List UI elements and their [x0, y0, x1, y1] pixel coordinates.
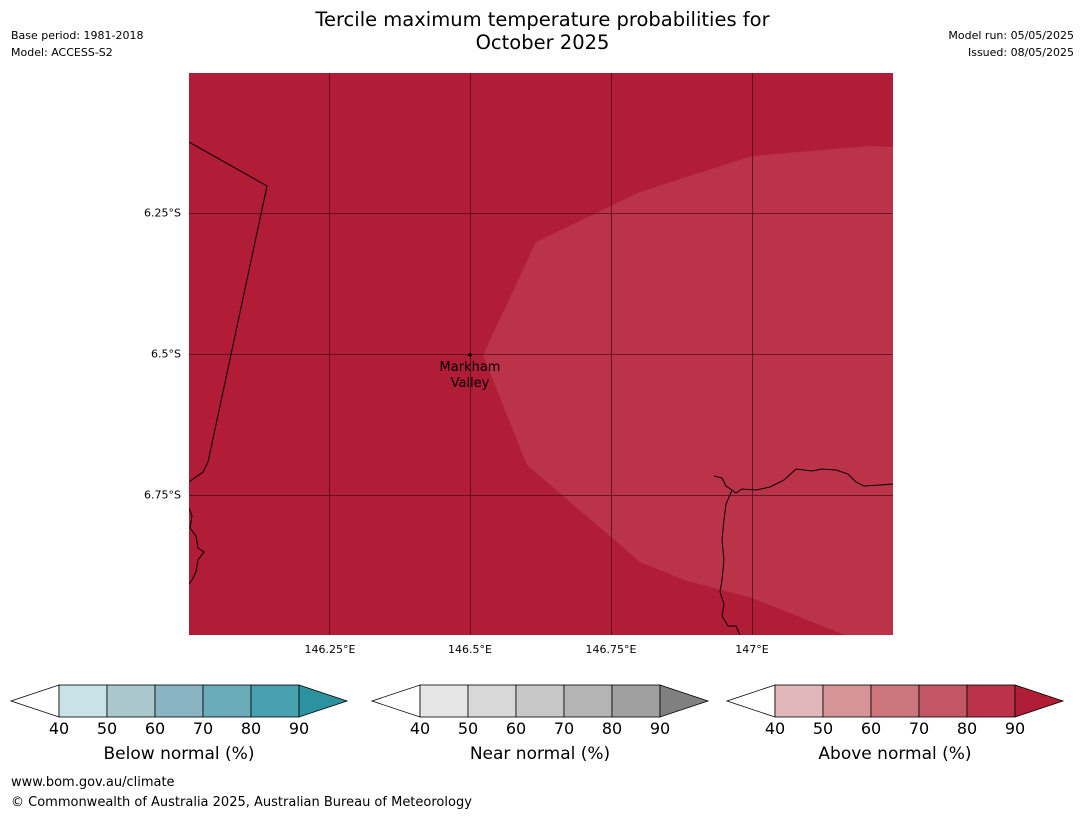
colorbar-segment: [202, 684, 252, 718]
province-boundary: [189, 141, 268, 483]
colorbar-tick-label: 50: [457, 719, 479, 738]
lon-label: 147°E: [735, 643, 769, 656]
colorbar-segment: [58, 684, 108, 718]
base-period: Base period: 1981-2018: [11, 29, 144, 42]
colorbar-tick-label: 80: [601, 719, 623, 738]
colorbar-segment: [154, 684, 204, 718]
colorbar-tick-label: 70: [192, 719, 214, 738]
lon-label: 146.5°E: [448, 643, 492, 656]
colorbar-tick-label: 90: [288, 719, 310, 738]
colorbar-tick-label: 70: [553, 719, 575, 738]
title-line-2: October 2025: [475, 31, 610, 54]
colorbar-title-below: Below normal (%): [103, 744, 255, 764]
colorbar-tick-label: 90: [1004, 719, 1026, 738]
map-panel: Markham Valley 6.25°S 6.5°S 6.75°S 146.2…: [144, 73, 893, 656]
colorbar-tick-label: 80: [956, 719, 978, 738]
page-title: Tercile maximum temperature probabilitie…: [0, 8, 1085, 54]
colorbar-segment: [870, 684, 920, 718]
boundaries: [189, 141, 893, 635]
colorbar-segment: [611, 684, 661, 718]
colorbar-segment: [515, 684, 565, 718]
probability-region-70-80: [483, 146, 893, 635]
lat-label: 6.5°S: [151, 347, 181, 361]
colorbar-min-arrow: [725, 684, 776, 718]
model-name: Model: ACCESS-S2: [11, 46, 113, 59]
colorbar-tick-label: 60: [860, 719, 882, 738]
colorbar-tick-label: 60: [505, 719, 527, 738]
colorbar-near: [370, 684, 710, 718]
colorbar-tick-label: 70: [908, 719, 930, 738]
colorbar-min-arrow: [9, 684, 60, 718]
colorbar-tick-label: 80: [240, 719, 262, 738]
lat-label: 6.75°S: [144, 488, 181, 502]
coastline-east: [713, 468, 893, 494]
colorbar-title-above: Above normal (%): [818, 744, 972, 764]
meta-right: Model run: 05/05/2025 Issued: 08/05/2025: [948, 27, 1074, 61]
issued-date: Issued: 08/05/2025: [967, 46, 1074, 59]
colorbar-max-arrow: [1014, 684, 1065, 718]
title-line-1: Tercile maximum temperature probabilitie…: [315, 8, 770, 31]
lon-label: 146.25°E: [304, 643, 356, 656]
colorbar-tick-label: 40: [48, 719, 70, 738]
colorbar-tick-label: 60: [144, 719, 166, 738]
colorbar-segment: [822, 684, 872, 718]
colorbar-segment: [106, 684, 156, 718]
colorbar-tick-label: 40: [409, 719, 431, 738]
colorbar-segment: [467, 684, 517, 718]
footer-copyright: © Commonwealth of Australia 2025, Austra…: [11, 795, 472, 810]
colorbar-segment: [563, 684, 613, 718]
colorbar-tick-label: 40: [764, 719, 786, 738]
location-marker: [468, 353, 472, 357]
map-svg: [189, 73, 893, 635]
colorbar-segment: [918, 684, 968, 718]
colorbar-max-arrow: [298, 684, 349, 718]
colorbar-tick-label: 50: [96, 719, 118, 738]
colorbar-segment: [966, 684, 1016, 718]
place-label: Markham Valley: [420, 360, 520, 392]
model-run: Model run: 05/05/2025: [948, 29, 1074, 42]
colorbar-tick-label: 50: [812, 719, 834, 738]
river-line: [719, 489, 741, 635]
colorbar-segment: [774, 684, 824, 718]
colorbar-tick-label: 90: [649, 719, 671, 738]
lat-label: 6.25°S: [144, 206, 181, 220]
coastline-west: [189, 507, 205, 585]
colorbar-min-arrow: [370, 684, 421, 718]
colorbar-above: [725, 684, 1065, 718]
colorbar-title-near: Near normal (%): [469, 744, 611, 764]
footer-url: www.bom.gov.au/climate: [11, 775, 175, 790]
colorbar-segment: [419, 684, 469, 718]
place-name-line1: Markham: [439, 360, 501, 375]
colorbar-max-arrow: [659, 684, 710, 718]
place-name-line2: Valley: [450, 376, 490, 391]
colorbar-legends: [9, 684, 1065, 718]
colorbar-segment: [250, 684, 300, 718]
lon-label: 146.75°E: [585, 643, 637, 656]
colorbar-below: [9, 684, 349, 718]
meta-left: Base period: 1981-2018 Model: ACCESS-S2: [11, 27, 143, 61]
